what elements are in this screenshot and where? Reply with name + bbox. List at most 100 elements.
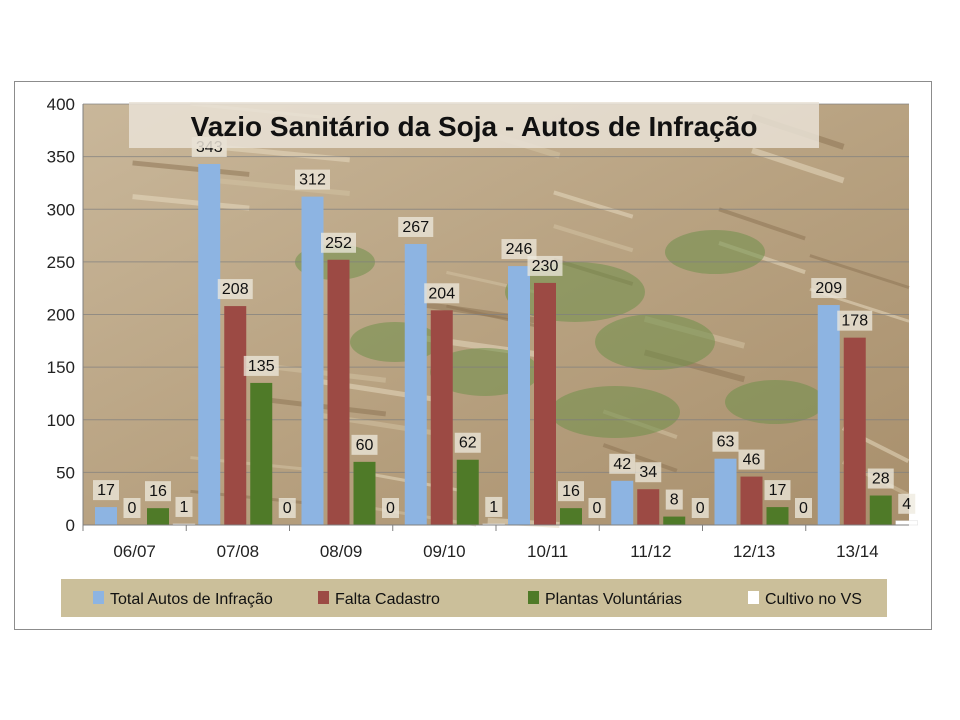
data-label-background <box>665 489 683 510</box>
y-tick-label: 250 <box>47 253 75 272</box>
data-label-background <box>867 468 894 489</box>
bar-falta-cadastro <box>843 337 866 525</box>
bar-plantas-volunt-rias <box>250 382 273 525</box>
bar-plantas-volunt-rias <box>560 508 582 525</box>
legend-label: Cultivo no VS <box>765 591 862 608</box>
data-label-background <box>351 434 378 455</box>
data-label-group: 62 <box>454 432 481 453</box>
y-tick-label: 400 <box>47 95 75 114</box>
leaf-shape <box>595 314 715 370</box>
data-labels: 1701613432081350312252600267204621246230… <box>93 136 916 518</box>
data-label-background <box>811 278 847 299</box>
data-label-background <box>764 480 791 501</box>
x-tick-label: 08/09 <box>320 542 363 561</box>
straw-streak <box>206 143 350 163</box>
data-label-background <box>217 279 253 300</box>
leaf-shape <box>725 380 825 424</box>
data-label-group: 0 <box>691 498 709 518</box>
data-label-group: 0 <box>588 498 606 518</box>
y-tick-label: 200 <box>47 306 75 325</box>
bar-total-autos-de-infra-o <box>95 507 117 525</box>
x-tick-label: 12/13 <box>733 542 776 561</box>
data-label-background <box>424 283 460 304</box>
data-label: 204 <box>428 285 455 302</box>
x-tick-label: 10/11 <box>527 542 568 561</box>
data-label: 4 <box>902 496 911 513</box>
data-label-group: 312 <box>295 169 330 190</box>
data-label: 230 <box>532 258 559 275</box>
data-label: 178 <box>841 313 868 330</box>
x-tick-label: 06/07 <box>113 542 156 561</box>
data-label-background <box>93 480 119 501</box>
legend-swatch <box>748 591 759 604</box>
data-label: 17 <box>769 482 787 499</box>
bar-total-autos-de-infra-o <box>404 243 427 526</box>
y-tick-label: 150 <box>47 358 75 377</box>
data-label: 0 <box>386 500 395 517</box>
data-label: 63 <box>717 434 735 451</box>
x-tick-label: 13/14 <box>836 542 879 561</box>
data-label-group: 0 <box>382 498 399 518</box>
straw-streak <box>206 177 350 197</box>
data-label-background <box>321 232 356 253</box>
data-label: 246 <box>506 241 533 258</box>
bar-plantas-volunt-rias <box>766 507 789 525</box>
bar-plantas-volunt-rias <box>869 495 892 525</box>
data-label-background <box>485 496 503 517</box>
data-label: 16 <box>562 483 580 500</box>
data-label-background <box>712 431 739 452</box>
data-label-group: 252 <box>321 232 356 253</box>
data-label-group: 46 <box>738 449 765 470</box>
data-label-group: 4 <box>898 493 916 514</box>
bar-falta-cadastro <box>430 310 453 525</box>
leaf-shape <box>550 386 680 438</box>
data-label-background <box>454 432 481 453</box>
data-label-group: 17 <box>93 480 119 501</box>
legend-label: Falta Cadastro <box>335 591 440 608</box>
data-label: 17 <box>97 482 115 499</box>
data-label-background <box>837 310 873 331</box>
data-label-background <box>398 216 434 237</box>
bar-cultivo-no-vs <box>895 520 918 526</box>
y-tick-label: 50 <box>56 463 75 482</box>
chart-title: Vazio Sanitário da Soja - Autos de Infra… <box>191 111 758 142</box>
x-tick-label: 09/10 <box>423 542 466 561</box>
data-label: 34 <box>639 464 657 481</box>
data-label-background <box>588 498 606 518</box>
bar-plantas-volunt-rias <box>353 461 376 525</box>
data-label-background <box>609 453 636 474</box>
bar-falta-cadastro <box>327 259 350 525</box>
x-tick-label: 11/12 <box>630 542 671 561</box>
data-label: 208 <box>222 281 249 298</box>
data-label: 28 <box>872 471 890 488</box>
data-label-background <box>145 481 171 502</box>
bar-plantas-volunt-rias <box>663 516 686 525</box>
data-label: 0 <box>128 500 137 517</box>
data-label-group: 63 <box>712 431 739 452</box>
y-tick-label: 0 <box>66 516 75 535</box>
data-label-group: 42 <box>609 453 636 474</box>
data-label-group: 17 <box>764 480 791 501</box>
data-label: 8 <box>670 492 679 509</box>
data-label: 62 <box>459 435 477 452</box>
y-tick-label: 350 <box>47 148 75 167</box>
data-label: 46 <box>743 452 761 469</box>
legend-label: Total Autos de Infração <box>110 591 273 608</box>
data-label-group: 1 <box>175 496 193 517</box>
data-label: 0 <box>696 500 705 517</box>
chart-title-background <box>129 102 819 148</box>
data-label-group: 267 <box>398 216 434 237</box>
data-label-background <box>123 498 141 518</box>
bar-total-autos-de-infra-o <box>508 266 530 525</box>
bar-plantas-volunt-rias <box>456 459 479 525</box>
data-label-group: 246 <box>501 239 537 260</box>
data-label: 252 <box>325 235 352 252</box>
data-label-background <box>501 239 537 260</box>
bar-total-autos-de-infra-o <box>611 480 634 525</box>
data-label-group: 230 <box>527 255 563 276</box>
legend: Total Autos de Infração Falta Cadastro Pla… <box>61 579 887 617</box>
data-label-group: 1 <box>485 496 503 517</box>
data-label-background <box>382 498 399 518</box>
data-label: 312 <box>299 172 326 189</box>
